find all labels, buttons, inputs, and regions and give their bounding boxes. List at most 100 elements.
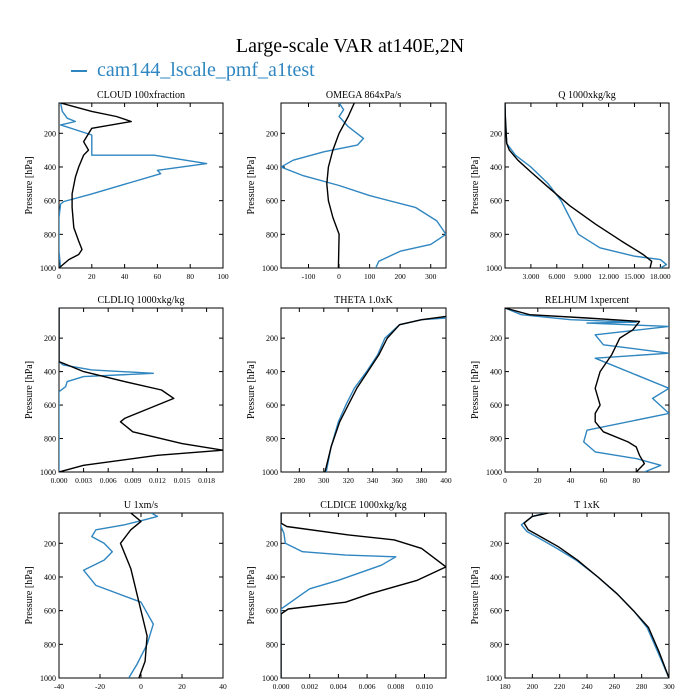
plot-frame: [504, 512, 670, 679]
series-line-blue: [82, 513, 159, 678]
x-tick-label: 40: [121, 272, 129, 281]
plot-frame: [280, 102, 447, 269]
x-tick-label: 60: [600, 476, 608, 485]
y-axis-label: Pressure [hPa]: [470, 566, 481, 624]
x-tick-label: 0.000: [51, 476, 68, 485]
series-line-black: [505, 308, 646, 472]
y-tick-label: 1000: [262, 264, 278, 273]
x-tick-label: 0.010: [416, 682, 433, 691]
x-tick-label: 3.000: [522, 272, 539, 281]
panel-title: U 1xm/s: [124, 500, 158, 511]
series-line-black: [59, 308, 223, 472]
x-tick-label: 240: [581, 682, 593, 691]
x-tick-label: 0.012: [149, 476, 166, 485]
y-tick-label: 600: [266, 607, 278, 616]
y-tick-label: 400: [490, 163, 502, 172]
plot-frame: [280, 307, 447, 473]
y-tick-label: 800: [266, 230, 278, 239]
y-tick-label: 1000: [40, 468, 56, 477]
y-tick-label: 800: [490, 435, 502, 444]
x-tick-label: 40: [219, 682, 227, 691]
series-line-black: [505, 103, 653, 268]
plot-frame: [58, 307, 224, 473]
x-tick-label: 20: [178, 682, 186, 691]
y-tick-label: 400: [44, 573, 56, 582]
y-tick-label: 800: [44, 435, 56, 444]
x-tick-label: 100: [364, 272, 376, 281]
y-axis-label: Pressure [hPa]: [246, 566, 257, 624]
x-tick-label: 60: [154, 272, 162, 281]
y-tick-label: 200: [44, 334, 56, 343]
y-tick-label: 600: [266, 401, 278, 410]
y-axis-label: Pressure [hPa]: [24, 361, 35, 419]
x-tick-label: 0.008: [387, 682, 404, 691]
y-tick-label: 200: [266, 334, 278, 343]
y-tick-label: 1000: [486, 468, 502, 477]
y-tick-label: 400: [266, 163, 278, 172]
y-axis-label: Pressure [hPa]: [246, 156, 257, 214]
y-tick-label: 200: [490, 129, 502, 138]
x-tick-label: -40: [54, 682, 64, 691]
series-line-blue: [505, 308, 669, 472]
y-tick-label: 800: [490, 230, 502, 239]
series-line-black: [59, 103, 132, 268]
y-tick-label: 1000: [486, 264, 502, 273]
y-tick-label: 800: [266, 640, 278, 649]
y-axis-label: Pressure [hPa]: [24, 156, 35, 214]
x-tick-label: 0.000: [273, 682, 290, 691]
panel-title: CLDLIQ 1000xkg/kg: [98, 295, 185, 306]
x-tick-label: 300: [663, 682, 675, 691]
x-tick-label: 0.002: [301, 682, 318, 691]
x-tick-label: 0.006: [100, 476, 117, 485]
y-axis-label: Pressure [hPa]: [470, 156, 481, 214]
series-line-blue: [520, 513, 669, 678]
x-tick-label: 0.015: [174, 476, 191, 485]
y-tick-label: 800: [44, 230, 56, 239]
legend: cam144_lscale_pmf_a1test: [67, 58, 315, 82]
x-tick-label: 0: [57, 272, 61, 281]
x-tick-label: 9.000: [574, 272, 591, 281]
panel-title: CLDICE 1000xkg/kg: [320, 500, 406, 511]
series-line-black: [523, 513, 669, 678]
panel-2: OMEGA 864xPa/s Pressure [hPa] 200 400 600 800…: [246, 90, 447, 281]
y-axis-label: Pressure [hPa]: [470, 361, 481, 419]
y-tick-label: 600: [266, 197, 278, 206]
y-tick-label: 600: [44, 197, 56, 206]
x-tick-label: 100: [217, 272, 229, 281]
y-tick-label: 600: [490, 607, 502, 616]
y-tick-label: 400: [490, 368, 502, 377]
y-tick-label: 600: [44, 607, 56, 616]
y-tick-label: 800: [490, 640, 502, 649]
x-tick-label: 280: [294, 476, 306, 485]
series-line-black: [324, 315, 446, 472]
x-tick-label: 280: [636, 682, 648, 691]
x-tick-label: 400: [440, 476, 452, 485]
x-tick-label: 15.000: [624, 272, 645, 281]
x-tick-label: 0: [139, 682, 143, 691]
y-tick-label: 400: [44, 368, 56, 377]
y-tick-label: 400: [266, 573, 278, 582]
series-line-blue: [59, 308, 155, 472]
y-tick-label: 200: [266, 129, 278, 138]
series-line-blue: [505, 103, 668, 268]
x-tick-label: 200: [395, 272, 407, 281]
x-tick-label: 300: [318, 476, 330, 485]
y-tick-label: 800: [266, 435, 278, 444]
x-tick-label: 6.000: [548, 272, 565, 281]
y-tick-label: 200: [44, 539, 56, 548]
y-tick-label: 600: [44, 401, 56, 410]
x-tick-label: 300: [425, 272, 437, 281]
legend-label: cam144_lscale_pmf_a1test: [97, 59, 315, 81]
panel-8: CLDICE 1000xkg/kg Pressure [hPa] 200 400 600…: [246, 500, 447, 691]
y-tick-label: 1000: [262, 674, 278, 683]
y-tick-label: 800: [44, 640, 56, 649]
x-tick-label: 220: [554, 682, 566, 691]
y-tick-label: 200: [490, 539, 502, 548]
series-line-black: [326, 103, 355, 268]
x-tick-label: 80: [186, 272, 194, 281]
x-tick-label: 340: [367, 476, 379, 485]
x-tick-label: -100: [302, 272, 316, 281]
x-tick-label: 180: [499, 682, 511, 691]
plot-frame: [504, 102, 670, 269]
